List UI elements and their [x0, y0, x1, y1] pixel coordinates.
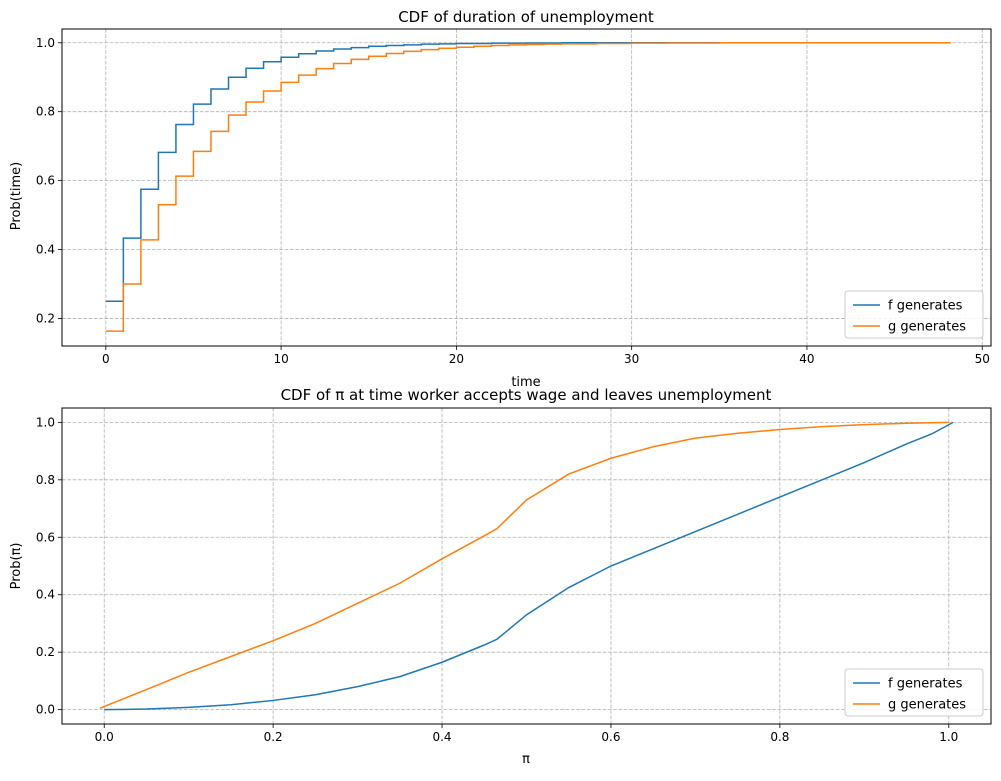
plot-area-frame [61, 28, 992, 347]
y-tick-label: 0.2 [36, 645, 55, 659]
legend: f generates g generates [844, 668, 984, 717]
x-axis-label: π [522, 752, 530, 767]
legend-label: f generates [888, 299, 963, 314]
series-line-f [104, 421, 954, 711]
x-tick-label: 0 [102, 352, 110, 366]
x-tick-label: 0.4 [432, 730, 451, 744]
x-tick-label: 1.0 [939, 730, 958, 744]
series-line-g [105, 42, 951, 332]
y-tick-label: 0.8 [36, 473, 55, 487]
x-tick-label: 50 [975, 352, 990, 366]
x-tick-label: 0.2 [264, 730, 283, 744]
x-axis-label: time [511, 375, 540, 390]
y-tick-label: 0.6 [36, 174, 55, 188]
series-line-f [105, 42, 723, 302]
y-tick-label: 1.0 [36, 36, 55, 50]
y-tick-label: 0.2 [36, 311, 55, 325]
legend-label: f generates [888, 677, 963, 692]
y-tick-label: 1.0 [36, 415, 55, 429]
chart-duration-cdf: CDF of duration of unemployment time Pro… [9, 8, 992, 390]
x-tick-label: 0.0 [95, 730, 114, 744]
series-line-g [99, 421, 949, 709]
x-tick-label: 20 [449, 352, 464, 366]
legend-label: g generates [888, 698, 966, 713]
x-tick-label: 40 [799, 352, 814, 366]
y-tick-label: 0.0 [36, 703, 55, 717]
plot-area-frame [61, 407, 992, 725]
x-tick-label: 0.8 [770, 730, 789, 744]
y-axis-label: Prob(π) [9, 543, 24, 590]
x-tick-label: 0.6 [601, 730, 620, 744]
chart-title: CDF of duration of unemployment [398, 8, 654, 26]
y-tick-label: 0.6 [36, 530, 55, 544]
y-tick-label: 0.8 [36, 105, 55, 119]
chart-title: CDF of π at time worker accepts wage and… [281, 386, 772, 404]
y-tick-label: 0.4 [36, 243, 55, 257]
x-tick-label: 30 [624, 352, 639, 366]
x-tick-label: 10 [273, 352, 288, 366]
y-axis-label: Prob(time) [9, 162, 24, 230]
y-tick-label: 0.4 [36, 588, 55, 602]
legend: f generates g generates [844, 290, 984, 339]
legend-label: g generates [888, 320, 966, 335]
chart-pi-cdf: CDF of π at time worker accepts wage and… [9, 386, 992, 767]
